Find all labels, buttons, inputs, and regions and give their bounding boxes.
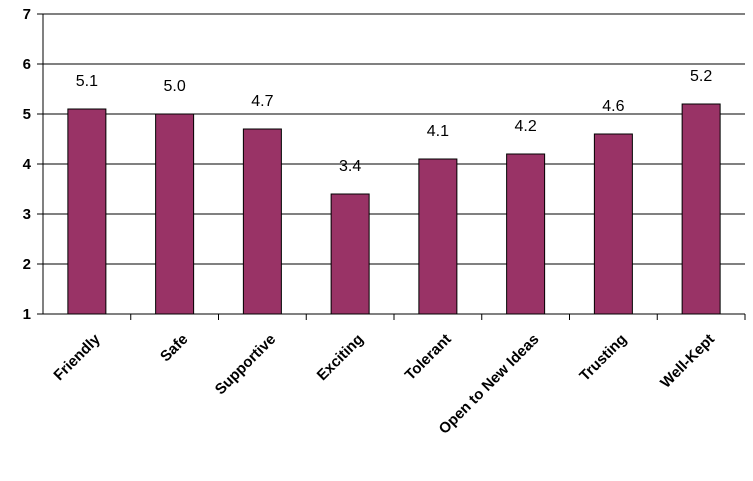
bar (67, 108, 107, 315)
category-label: Trusting (576, 331, 630, 385)
gridlines (43, 13, 745, 265)
category-label: Safe (157, 331, 191, 365)
y-tick-label: 1 (23, 306, 31, 323)
bar (418, 158, 458, 315)
y-tick-label: 4 (23, 156, 32, 173)
category-label: Well-Kept (657, 331, 718, 392)
data-label: 5.1 (76, 73, 98, 90)
data-label: 3.4 (339, 158, 361, 175)
bar (242, 128, 282, 315)
data-label: 5.2 (690, 68, 712, 85)
y-tick-label: 6 (23, 56, 31, 73)
data-label: 4.1 (427, 123, 449, 140)
bar (681, 103, 721, 315)
bars (67, 103, 721, 315)
y-tick-label: 5 (23, 106, 31, 123)
data-label: 5.0 (164, 78, 186, 95)
bar (330, 193, 370, 315)
bar (593, 133, 633, 315)
category-label: Open to New Ideas (436, 331, 543, 438)
data-label: 4.7 (251, 93, 273, 110)
y-tick-label: 2 (23, 256, 31, 273)
y-tick-label: 7 (23, 6, 31, 23)
data-label: 4.6 (602, 98, 624, 115)
category-label: Tolerant (402, 331, 455, 384)
category-label: Supportive (212, 331, 279, 398)
axes (37, 13, 746, 320)
bar (155, 113, 195, 315)
data-label: 4.2 (515, 118, 537, 135)
category-label: Friendly (50, 330, 104, 384)
category-label: Exciting (314, 331, 367, 384)
bar (506, 153, 546, 315)
y-tick-label: 3 (23, 206, 31, 223)
